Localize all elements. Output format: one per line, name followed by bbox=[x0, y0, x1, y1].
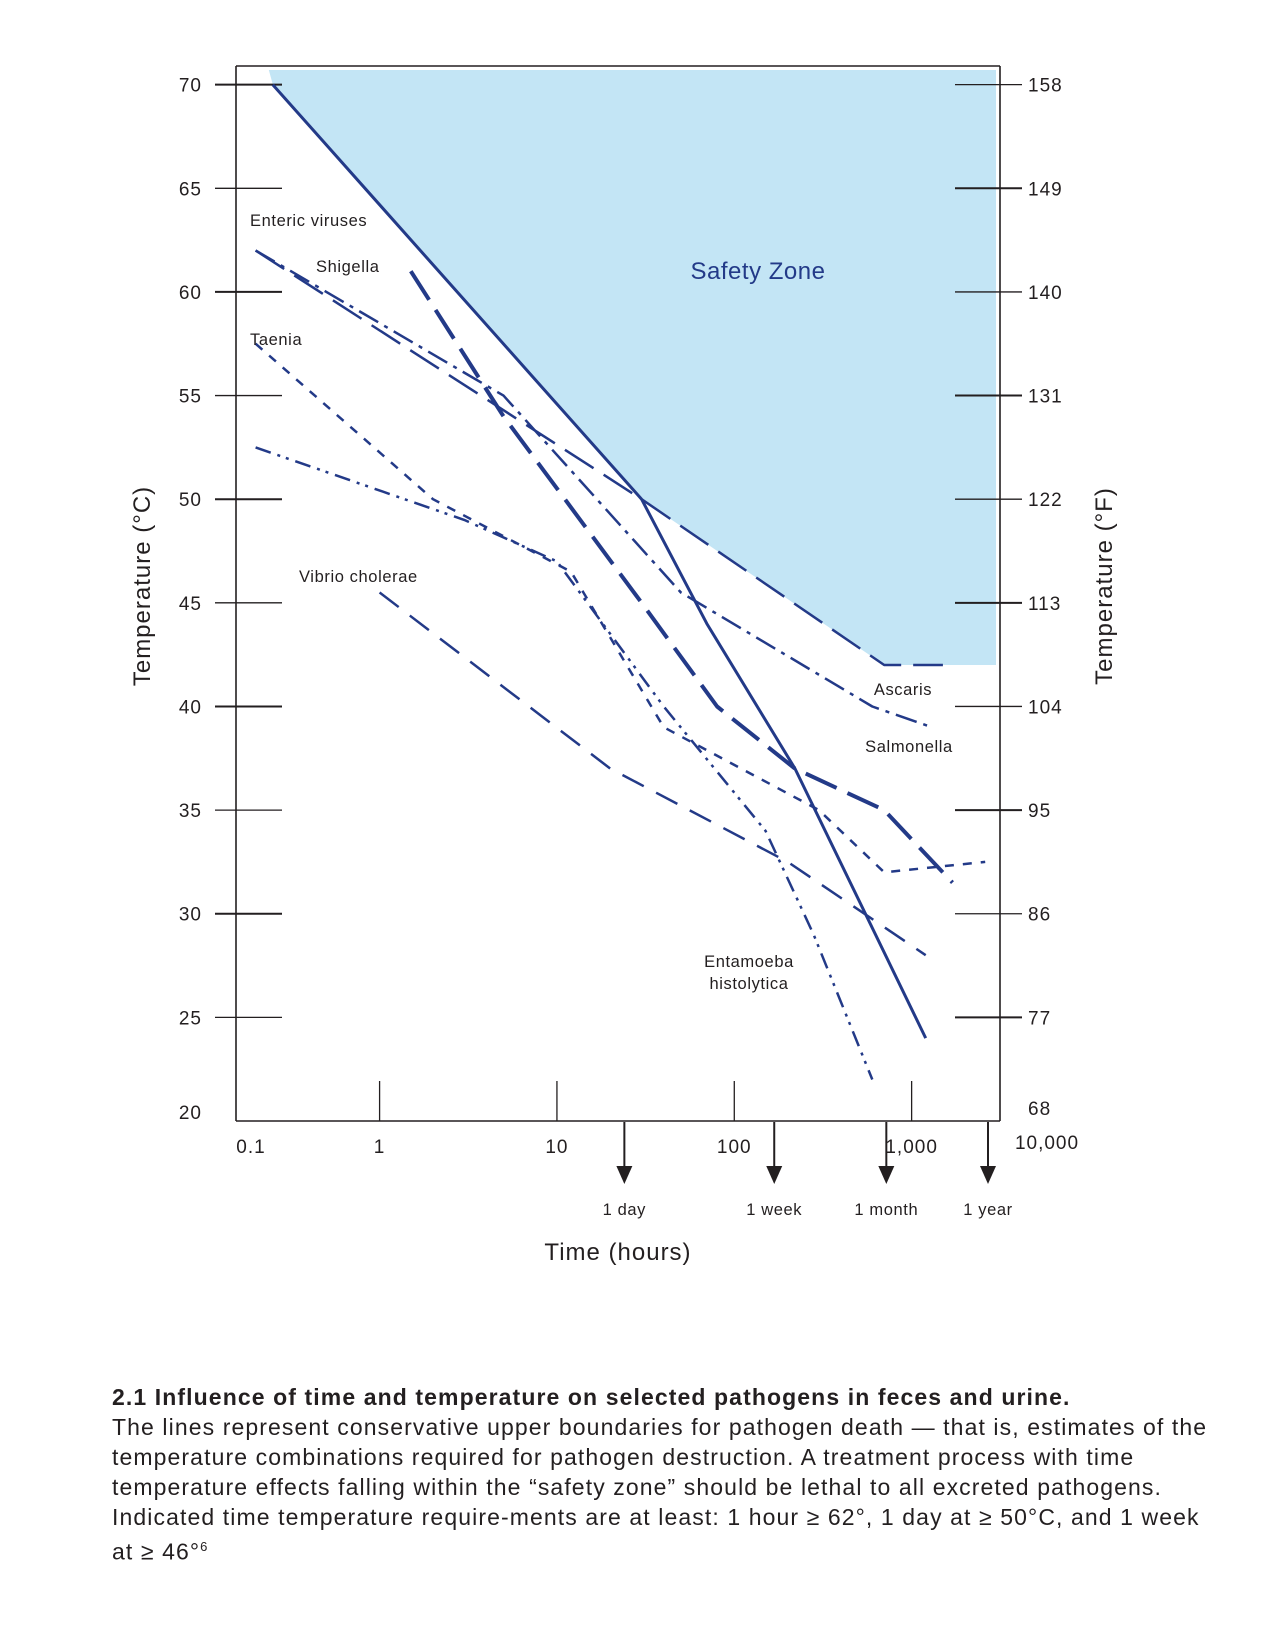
x-tick-label-0: 0.1 bbox=[236, 1137, 265, 1158]
series-label-shigella: Shigella bbox=[316, 258, 380, 276]
y-axis-title-right: Temperature (°F) bbox=[1091, 487, 1118, 685]
x-axis-title: Time (hours) bbox=[544, 1239, 691, 1266]
figure-caption: 2.1 Influence of time and temperature on… bbox=[112, 1382, 1222, 1567]
time-marker-label-3: 1 year bbox=[963, 1201, 1012, 1219]
time-marker-arrow-2 bbox=[878, 1166, 895, 1184]
series-label-histolytica: histolytica bbox=[709, 975, 788, 993]
x-tick-label-1: 1 bbox=[374, 1137, 386, 1158]
x-tick-label-5: 10,000 bbox=[1015, 1133, 1079, 1154]
series-line-vibrio-cholerae bbox=[378, 591, 927, 957]
y-tick-label-right-104: 104 bbox=[1028, 697, 1063, 718]
series-line-enteric-viruses bbox=[271, 83, 928, 1039]
y-tick-label-right-149: 149 bbox=[1028, 179, 1063, 200]
series-label-taenia: Taenia bbox=[250, 331, 302, 349]
time-marker-label-1: 1 week bbox=[746, 1201, 802, 1219]
time-marker-arrow-3 bbox=[980, 1166, 996, 1184]
y-tick-label-left-40: 40 bbox=[179, 697, 202, 718]
caption-title: 2.1 Influence of time and temperature on… bbox=[112, 1384, 1071, 1410]
y-tick-label-left-45: 45 bbox=[179, 594, 202, 615]
y-tick-label-left-55: 55 bbox=[179, 387, 202, 408]
series-label-entamoeba: Entamoeba bbox=[704, 953, 794, 971]
series-line-shigella bbox=[409, 270, 954, 884]
safety-zone-area bbox=[268, 70, 1050, 666]
time-marker-arrow-1 bbox=[766, 1166, 783, 1184]
x-tick-label-2: 10 bbox=[545, 1137, 568, 1158]
y-tick-label-right-122: 122 bbox=[1028, 490, 1063, 511]
y-tick-label-right-86: 86 bbox=[1028, 905, 1051, 926]
x-tick-label-4: 1,000 bbox=[885, 1137, 938, 1158]
series-line-ascaris bbox=[254, 249, 943, 667]
caption-footnote: 6 bbox=[200, 1539, 209, 1554]
y-tick-label-right-158: 158 bbox=[1028, 76, 1063, 97]
y-tick-label-left-65: 65 bbox=[179, 179, 202, 200]
time-marker-arrow-0 bbox=[616, 1166, 633, 1184]
y-tick-label-left-25: 25 bbox=[179, 1008, 202, 1029]
series-label-vibrio-cholerae: Vibrio cholerae bbox=[299, 568, 418, 586]
y-tick-label-left-50: 50 bbox=[179, 490, 202, 511]
y-tick-label-right-68: 68 bbox=[1028, 1099, 1051, 1120]
series-line-salmonella bbox=[254, 249, 933, 729]
series-label-salmonella: Salmonella bbox=[865, 738, 953, 756]
caption-body: The lines represent conservative upper b… bbox=[112, 1412, 1222, 1567]
y-tick-label-right-77: 77 bbox=[1028, 1008, 1051, 1029]
safety-zone-label: Safety Zone bbox=[691, 258, 826, 285]
y-tick-label-left-30: 30 bbox=[179, 905, 202, 926]
time-marker-label-0: 1 day bbox=[603, 1201, 647, 1219]
x-tick-label-3: 100 bbox=[717, 1137, 752, 1158]
y-tick-label-left-70: 70 bbox=[179, 76, 202, 97]
y-tick-label-left-60: 60 bbox=[179, 283, 202, 304]
y-tick-label-left-35: 35 bbox=[179, 801, 202, 822]
y-tick-label-right-131: 131 bbox=[1028, 387, 1063, 408]
time-marker-label-2: 1 month bbox=[854, 1201, 918, 1219]
series-line-taenia bbox=[254, 342, 986, 874]
y-tick-label-right-113: 113 bbox=[1028, 594, 1061, 615]
series-label-ascaris: Ascaris bbox=[874, 681, 932, 699]
caption-text: The lines represent conservative upper b… bbox=[112, 1414, 1208, 1565]
y-tick-label-right-140: 140 bbox=[1028, 283, 1063, 304]
y-axis-title-left: Temperature (°C) bbox=[129, 486, 156, 686]
y-tick-label-right-95: 95 bbox=[1028, 801, 1051, 822]
series-label-enteric-viruses: Enteric viruses bbox=[250, 212, 367, 230]
pathogen-time-temperature-chart: Safety Zone 20 25 30 35 40 45 50 55 60 65 70 68 77 86 9… bbox=[129, 65, 1118, 1266]
series-line-entamoeba-histolytica bbox=[255, 446, 874, 1080]
y-tick-label-left-20: 20 bbox=[179, 1103, 202, 1124]
